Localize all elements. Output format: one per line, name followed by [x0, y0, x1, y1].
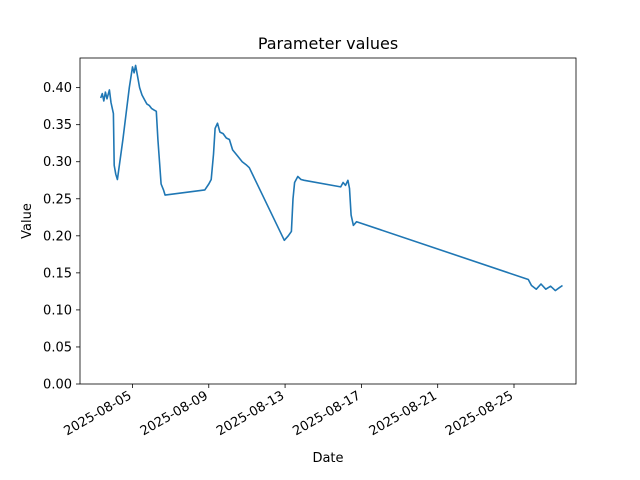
y-tick-label: 0.30 — [43, 155, 72, 170]
plot-frame — [79, 57, 577, 385]
x-axis-ticks: 2025-08-05 2025-08-09 2025-08-13 2025-08-17… — [62, 384, 516, 439]
y-axis-label: Value — [20, 203, 35, 239]
x-axis-label: Date — [312, 451, 343, 466]
chart-title: Parameter values — [258, 34, 398, 53]
y-axis-ticks: 0.00 0.05 0.10 0.15 0.20 0.25 0.30 0.35 0.40 — [43, 81, 80, 393]
x-tick-label: 2025-08-25 — [443, 388, 516, 439]
plot-area — [80, 58, 576, 384]
x-tick-label: 2025-08-05 — [62, 388, 135, 439]
x-tick-label: 2025-08-17 — [290, 388, 363, 439]
x-tick-label: 2025-08-21 — [367, 388, 440, 439]
y-tick-label: 0.35 — [43, 118, 72, 133]
y-tick-label: 0.40 — [43, 81, 72, 96]
y-tick-label: 0.05 — [43, 340, 72, 355]
x-tick-label: 2025-08-13 — [214, 388, 287, 439]
y-tick-label: 0.20 — [43, 229, 72, 244]
x-tick-label: 2025-08-09 — [138, 388, 211, 439]
series-line-0 — [99, 64, 563, 292]
y-tick-label: 0.00 — [43, 378, 72, 393]
y-tick-label: 0.25 — [43, 192, 72, 207]
series-layer — [99, 64, 563, 292]
y-tick-label: 0.15 — [43, 266, 72, 281]
y-tick-label: 0.10 — [43, 303, 72, 318]
